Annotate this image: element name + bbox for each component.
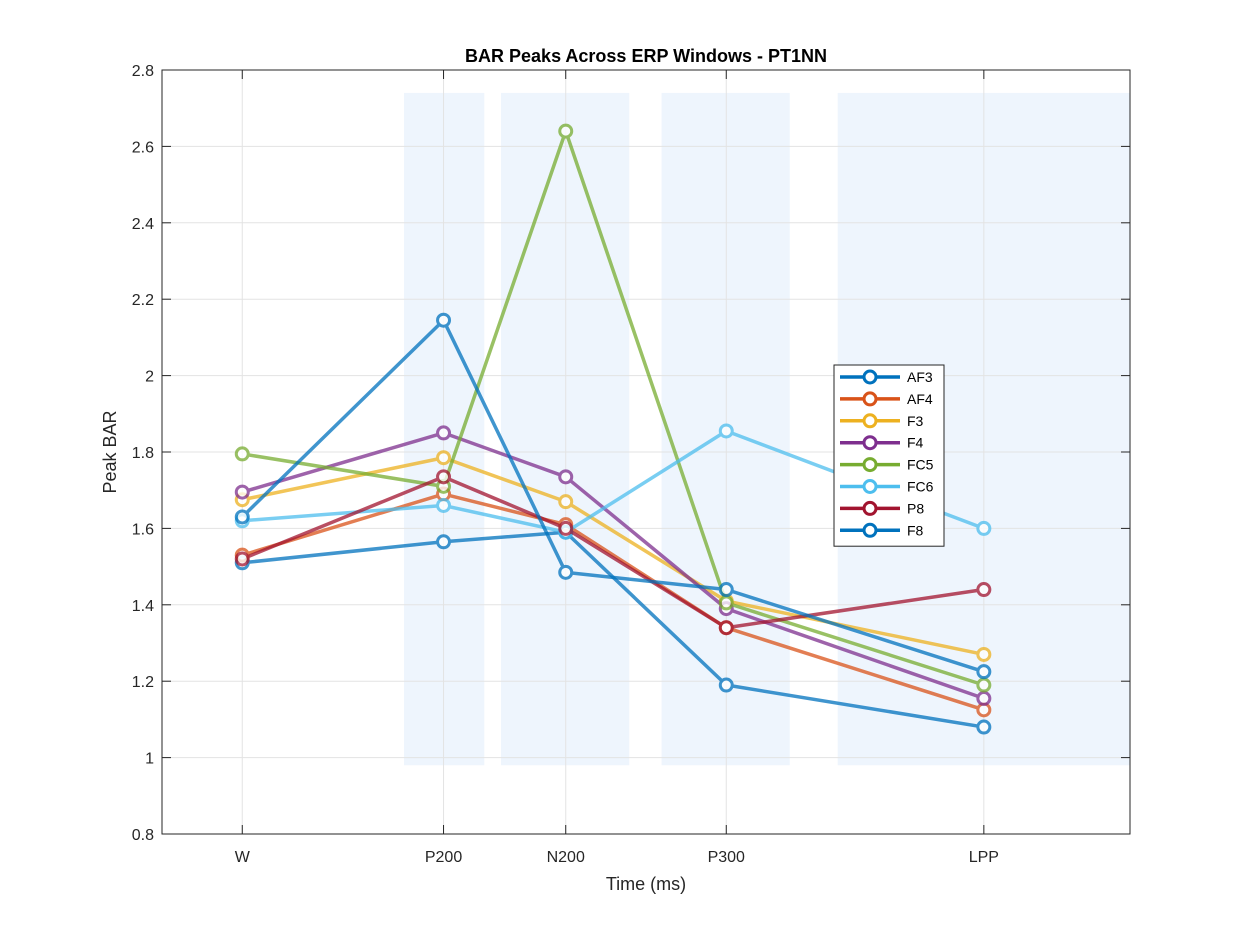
- legend-label-af4: AF4: [907, 391, 933, 407]
- y-tick-label: 2.8: [132, 63, 154, 80]
- data-point-f8: [976, 664, 992, 680]
- y-tick-label: 1.4: [132, 598, 154, 615]
- data-point-af3: [436, 534, 452, 550]
- legend-label-af3: AF3: [907, 369, 933, 385]
- data-point-fc5: [234, 446, 250, 462]
- legend-swatch-marker-af4: [862, 391, 878, 407]
- data-point-p8: [718, 620, 734, 636]
- data-point-af3: [976, 719, 992, 735]
- window-shading-layer: [404, 92, 1130, 766]
- data-point-fc5: [718, 595, 734, 611]
- x-tick-label: P300: [708, 849, 745, 866]
- legend-swatch-marker-f4: [862, 435, 878, 451]
- series-layer: [234, 123, 992, 735]
- data-point-f4: [976, 690, 992, 706]
- series-p8: [234, 469, 992, 636]
- data-point-fc6: [976, 520, 992, 536]
- data-point-p8: [234, 551, 250, 567]
- tick-layer: 0.8 1 1.2 1.4 1.6 1.8 2 2.2 2.4 2.6 2.8 W P200 N200 P3…: [132, 63, 1130, 866]
- y-tick-label: 2.6: [132, 139, 154, 156]
- y-axis-label: Peak BAR: [100, 410, 120, 493]
- y-tick-label: 2: [145, 369, 154, 386]
- legend-label-f3: F3: [907, 413, 924, 429]
- data-point-p8: [976, 582, 992, 598]
- x-tick-label: P200: [425, 849, 462, 866]
- data-point-p8: [436, 469, 452, 485]
- data-point-f8: [718, 582, 734, 598]
- series-fc5: [234, 123, 992, 693]
- y-tick-label: 2.4: [132, 216, 154, 233]
- legend-label-fc5: FC5: [907, 457, 934, 473]
- chart-title: BAR Peaks Across ERP Windows - PT1NN: [465, 46, 827, 66]
- legend-label-f4: F4: [907, 435, 924, 451]
- data-point-f3: [436, 450, 452, 466]
- data-point-f4: [234, 484, 250, 500]
- data-point-f8: [558, 564, 574, 580]
- x-axis-label: Time (ms): [606, 874, 686, 894]
- data-point-fc5: [976, 677, 992, 693]
- data-point-p8: [558, 520, 574, 536]
- grid-layer: [162, 69, 1130, 835]
- legend-swatch-marker-af3: [862, 369, 878, 385]
- data-point-f4: [436, 425, 452, 441]
- data-point-af3: [718, 677, 734, 693]
- y-tick-label: 1: [145, 751, 154, 768]
- y-tick-label: 0.8: [132, 827, 154, 844]
- erp-window-shade-2: [501, 92, 630, 766]
- legend-swatch-marker-fc6: [862, 479, 878, 494]
- y-tick-label: 1.2: [132, 674, 154, 691]
- y-tick-label: 1.6: [132, 521, 154, 538]
- legend-label-p8: P8: [907, 500, 924, 516]
- data-point-f3: [558, 494, 574, 510]
- series-f8: [234, 312, 992, 680]
- legend-box: [833, 364, 945, 547]
- legend-swatch-marker-f8: [862, 522, 878, 538]
- legend-swatch-marker-fc5: [862, 457, 878, 473]
- data-point-fc6: [718, 423, 734, 439]
- data-point-f8: [234, 509, 250, 525]
- data-point-f8: [436, 312, 452, 328]
- x-tick-label: LPP: [969, 849, 999, 866]
- data-point-fc6: [436, 497, 452, 513]
- y-tick-label: 1.8: [132, 445, 154, 462]
- data-point-f4: [558, 469, 574, 485]
- series-f3: [234, 450, 992, 662]
- data-point-fc5: [558, 123, 574, 139]
- legend-label-fc6: FC6: [907, 479, 934, 495]
- legend-swatch-marker-f3: [862, 413, 878, 429]
- legend: AF3 AF4 F3 F4 FC5 FC6 P8 F8: [833, 364, 945, 547]
- data-point-f3: [976, 646, 992, 662]
- legend-swatch-marker-p8: [862, 500, 878, 516]
- y-tick-label: 2.2: [132, 292, 154, 309]
- x-tick-label: N200: [547, 849, 585, 866]
- x-tick-label: W: [235, 849, 251, 866]
- legend-label-f8: F8: [907, 522, 924, 538]
